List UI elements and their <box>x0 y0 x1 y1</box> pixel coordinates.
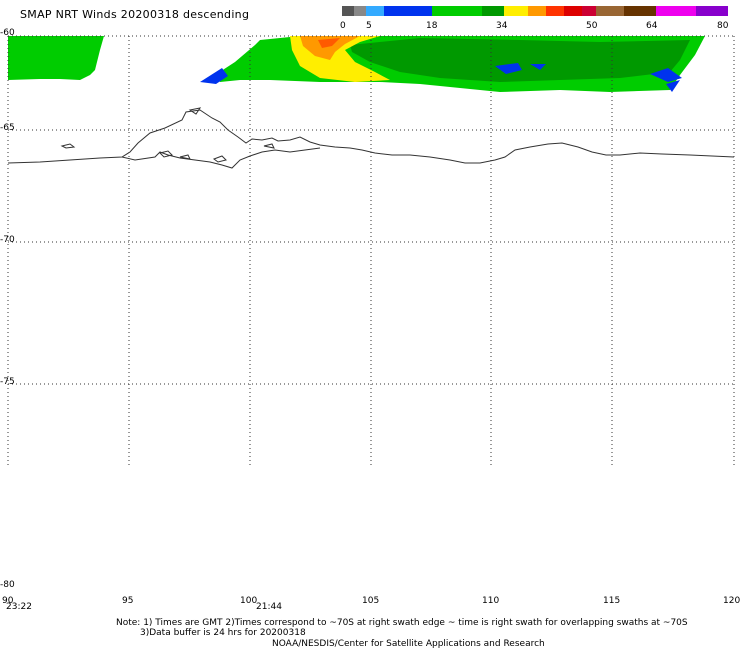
map-grid <box>7 35 735 465</box>
lon-label-95: 95 <box>122 596 134 606</box>
lon-label-100: 100 <box>240 596 258 606</box>
coastline <box>7 107 735 169</box>
lon-label-115: 115 <box>603 596 621 606</box>
lat-label-60: -60 <box>0 28 15 38</box>
colorbar-swatches <box>342 6 728 16</box>
colorbar-tick-50: 50 <box>586 21 598 31</box>
colorbar-tick-0: 0 <box>340 21 346 31</box>
lat-label-75: -75 <box>0 377 15 387</box>
lat-label-65: -65 <box>0 123 15 133</box>
wind-swath-main <box>200 36 705 92</box>
lon-label-105: 105 <box>362 596 380 606</box>
lon-label-90: 90 <box>2 596 14 606</box>
note-line-2: 3)Data buffer is 24 hrs for 20200318 <box>140 628 306 638</box>
credit-line: NOAA/NESDIS/Center for Satellite Applica… <box>272 639 545 649</box>
colorbar-tick-34: 34 <box>496 21 508 31</box>
swath-time-2322: 23:22 <box>6 602 32 612</box>
swath-time-2144: 21:44 <box>256 602 282 612</box>
colorbar-tick-18: 18 <box>426 21 438 31</box>
wind-swath-left <box>8 36 104 80</box>
page-title: SMAP NRT Winds 20200318 descending <box>20 8 250 21</box>
lat-label-70: -70 <box>0 235 15 245</box>
lat-label-80: -80 <box>0 580 15 590</box>
lon-label-120: 120 <box>723 596 740 606</box>
lon-label-110: 110 <box>482 596 500 606</box>
colorbar-tick-64: 64 <box>646 21 658 31</box>
colorbar-tick-80: 80 <box>717 21 729 31</box>
colorbar-tick-5: 5 <box>366 21 372 31</box>
note-line-1: Note: 1) Times are GMT 2)Times correspon… <box>116 618 688 628</box>
wind-speed-colorbar <box>342 6 728 16</box>
